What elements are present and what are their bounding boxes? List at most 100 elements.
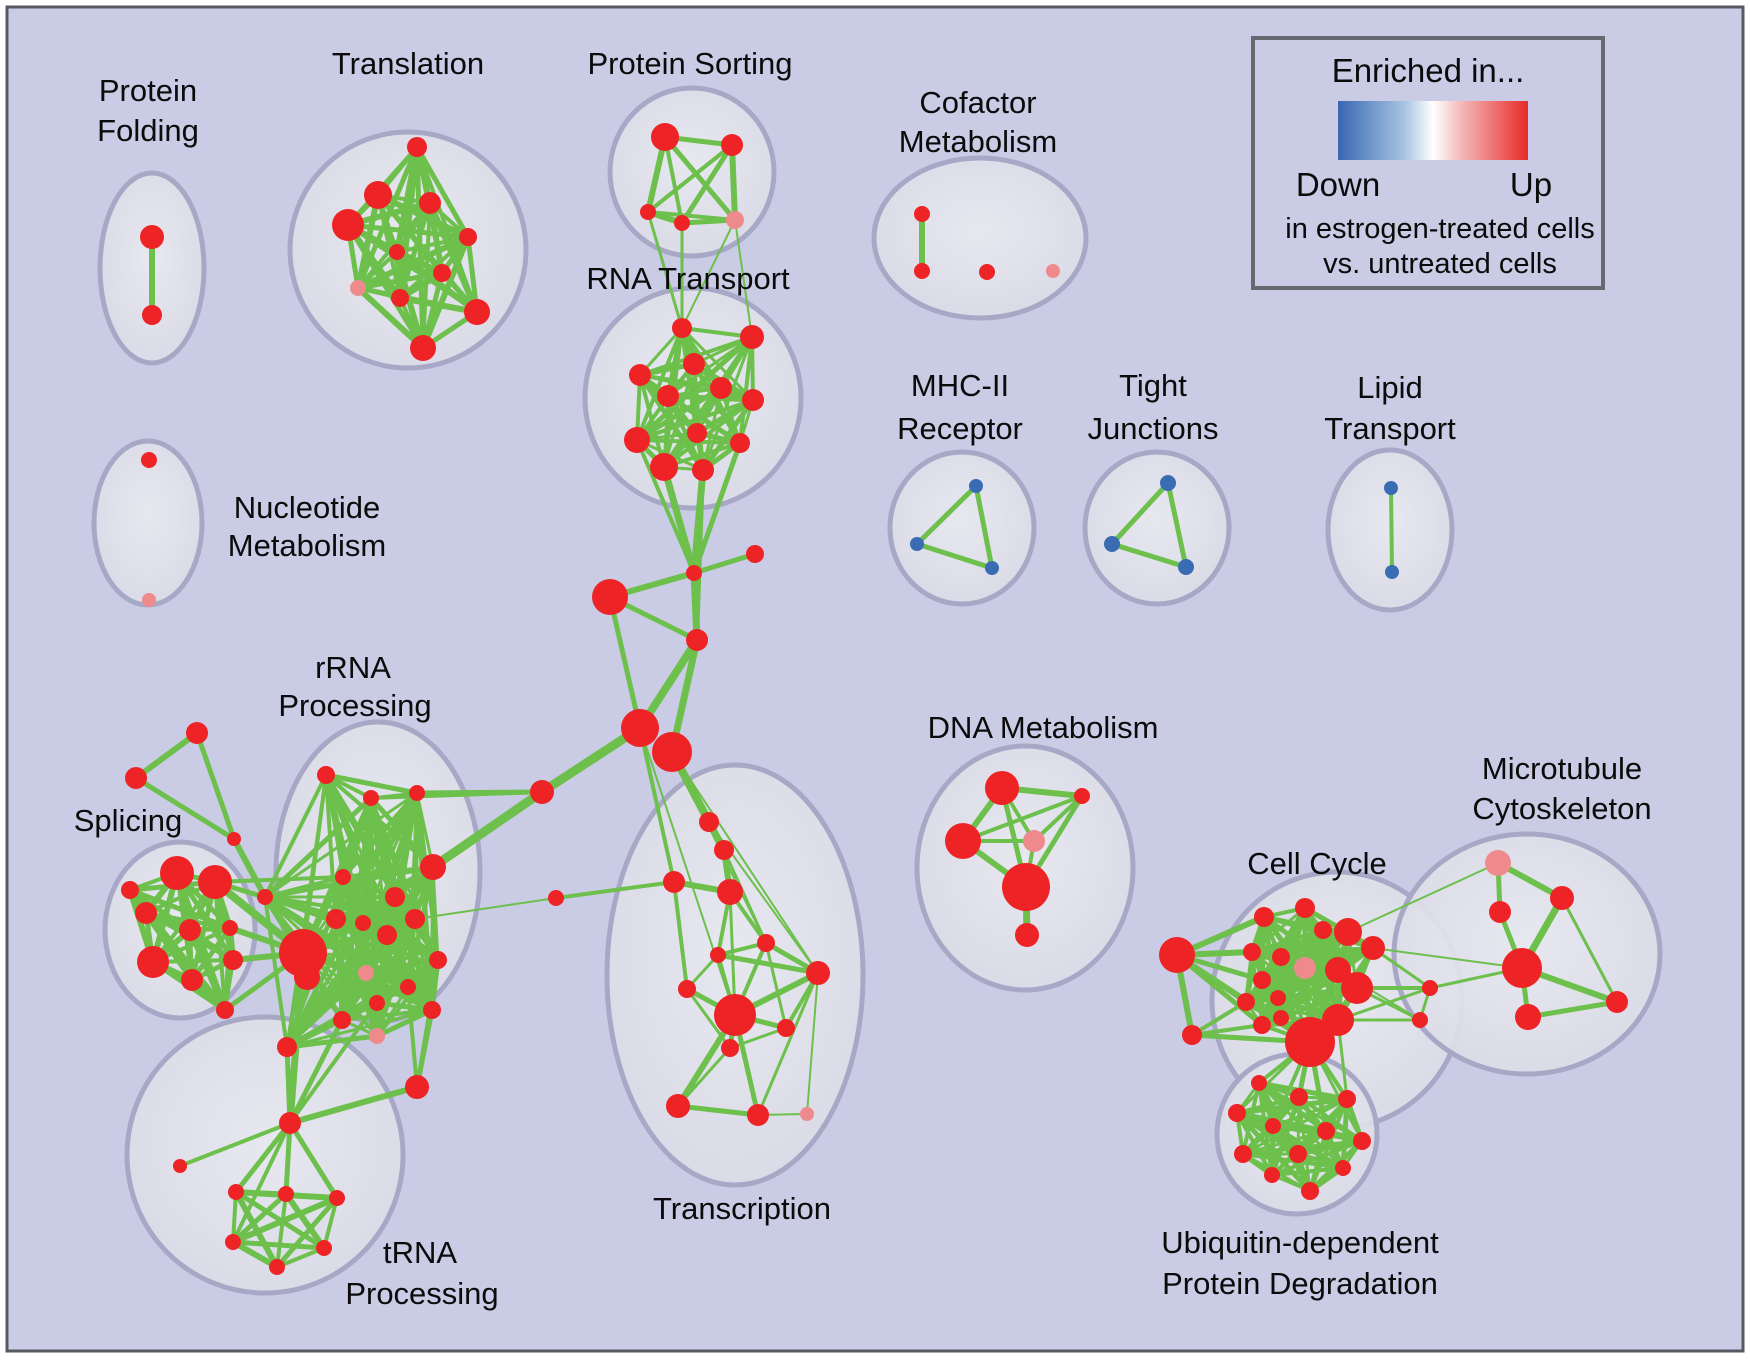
edge-TN4-TN5 (230, 1239, 327, 1251)
edge-CC2-CC6 (1250, 906, 1307, 954)
gene-set-node-LT1 (1384, 481, 1398, 495)
gene-set-node-T6 (721, 1039, 739, 1057)
gene-set-node-TN1 (228, 1184, 244, 1200)
gene-set-node-CC1 (1254, 907, 1274, 927)
cluster-labels: Protein Folding Translation Protein Sorting… (74, 46, 1652, 1311)
cluster-label-cofactor-metabolism-line2: Metabolism (899, 124, 1058, 159)
gene-set-node-LT2 (1385, 565, 1399, 579)
edge-TN3-TN5 (322, 1196, 339, 1250)
gene-set-node-RR10 (405, 909, 425, 929)
gene-set-node-CC2 (1295, 898, 1315, 918)
gene-set-node-TR7 (433, 264, 451, 282)
edge-RR7-SP2 (212, 879, 339, 922)
cluster-label-rrna-processing-line1: rRNA (315, 650, 391, 685)
edge-MID-RR2 (369, 790, 544, 800)
edge-PS5-RT2 (734, 219, 753, 338)
edge-TN3-TN6 (274, 1195, 340, 1270)
gene-set-node-CC15 (1182, 1025, 1202, 1045)
edge-T4-T8 (756, 971, 820, 1117)
gene-set-node-RR15 (423, 1001, 441, 1019)
gene-set-node-PS1 (651, 123, 679, 151)
gene-set-node-RR2 (363, 790, 379, 806)
gene-set-node-TJ1 (1160, 475, 1176, 491)
gene-set-node-RT1 (672, 318, 692, 338)
edge-HUB2-T4 (671, 751, 819, 974)
edge-C3-C5 (554, 880, 676, 900)
cluster-label-splicing-line1: Splicing (74, 803, 183, 838)
edge-MTp-CC4 (1347, 862, 1499, 933)
gene-set-node-T2 (710, 947, 726, 963)
gene-set-node-CHB (592, 579, 628, 615)
gene-set-node-T9 (800, 1107, 814, 1121)
edge-SP2-SP9 (213, 880, 227, 1012)
edge-TN2-TN3 (284, 1192, 339, 1200)
gene-set-node-CC10 (1253, 971, 1271, 989)
gene-set-node-PS2 (721, 134, 743, 156)
cluster-label-microtubule-cytoskeleton-line2: Cytoskeleton (1472, 791, 1651, 826)
gene-set-node-CF1 (914, 206, 930, 222)
gene-set-node-UB2 (1290, 1088, 1308, 1106)
edge-CC5-CC7 (1279, 946, 1375, 959)
edge-MH2-MH3 (914, 541, 995, 571)
gene-set-node-CCbig (1159, 937, 1195, 973)
gene-set-node-MH3 (985, 561, 999, 575)
edge-CH1-CH2 (690, 569, 701, 644)
edge-RR10-S (263, 895, 417, 921)
edge-TNhub-RR16 (287, 1017, 345, 1126)
edge-MH1-MH2 (914, 483, 979, 547)
gene-set-node-MT7 (1515, 1004, 1541, 1030)
gene-set-node-UB8 (1234, 1145, 1252, 1163)
gene-set-node-CF2 (914, 263, 930, 279)
gene-set-node-TN2 (278, 1186, 294, 1202)
gene-set-node-RRhub (279, 929, 327, 977)
gene-set-node-RR9 (377, 925, 397, 945)
gene-set-node-CF4 (1046, 264, 1060, 278)
gene-set-node-C2 (714, 840, 734, 860)
legend-gradient-bar (1338, 101, 1528, 160)
gene-set-node-MT5 (1606, 991, 1628, 1013)
gene-set-node-DM6 (1015, 923, 1039, 947)
gene-set-node-RR1 (317, 766, 335, 784)
legend-title: Enriched in... (1332, 52, 1525, 89)
edge-RR15-RR17 (374, 1007, 435, 1039)
gene-set-node-CCp (1294, 957, 1316, 979)
gene-set-node-T4 (806, 961, 830, 985)
cluster-label-translation-line1: Translation (332, 46, 484, 81)
edge-RR3-RRhub (301, 791, 419, 955)
gene-set-node-X1 (186, 722, 208, 744)
edge-RR1-RR3 (323, 772, 420, 796)
gene-set-node-MTp (1485, 850, 1511, 876)
gene-set-node-TR6 (389, 244, 405, 260)
edge-TN2-TN5 (283, 1191, 327, 1251)
gene-set-node-CC6 (1243, 943, 1261, 961)
edge-RT7-RT8 (635, 398, 755, 442)
cluster-label-mhc-ii-receptor-line1: MHC-II (911, 368, 1009, 403)
edge-RT8-CH1 (635, 438, 696, 575)
gene-set-node-TR10 (464, 299, 490, 325)
gene-set-node-CHR (746, 545, 764, 563)
edge-RR20-RR13 (406, 985, 419, 1089)
edge-RT1-RT8 (635, 326, 684, 442)
gene-set-node-RT4 (629, 364, 651, 386)
cluster-label-microtubule-cytoskeleton-line1: Microtubule (1482, 751, 1642, 786)
gene-set-node-TR8 (350, 280, 366, 296)
gene-set-node-MT4 (1412, 1012, 1428, 1028)
gene-set-node-T5 (777, 1019, 795, 1037)
gene-set-node-MT2 (1489, 901, 1511, 923)
gene-set-node-CH2 (686, 629, 708, 651)
gene-set-node-CC7 (1272, 948, 1290, 966)
gene-set-node-SP7 (181, 969, 203, 991)
gene-set-node-RT12 (692, 459, 714, 481)
gene-set-node-MT1 (1550, 886, 1574, 910)
edge-C2-T1 (722, 848, 768, 945)
gene-set-node-C4 (717, 879, 743, 905)
edge-X1-X2 (133, 730, 200, 781)
edge-MH1-MH3 (973, 483, 995, 571)
edge-TNhub-RR20 (287, 1084, 420, 1126)
cluster-label-nucleotide-metabolism-line2: Metabolism (228, 528, 387, 563)
edge-CHB-HUB1 (607, 594, 643, 731)
cluster-label-tight-junctions-line2: Junctions (1088, 411, 1219, 446)
gene-set-node-SP8 (223, 950, 243, 970)
edge-TN2-TN4 (230, 1191, 289, 1245)
edge-PS2-PS4 (679, 142, 735, 226)
